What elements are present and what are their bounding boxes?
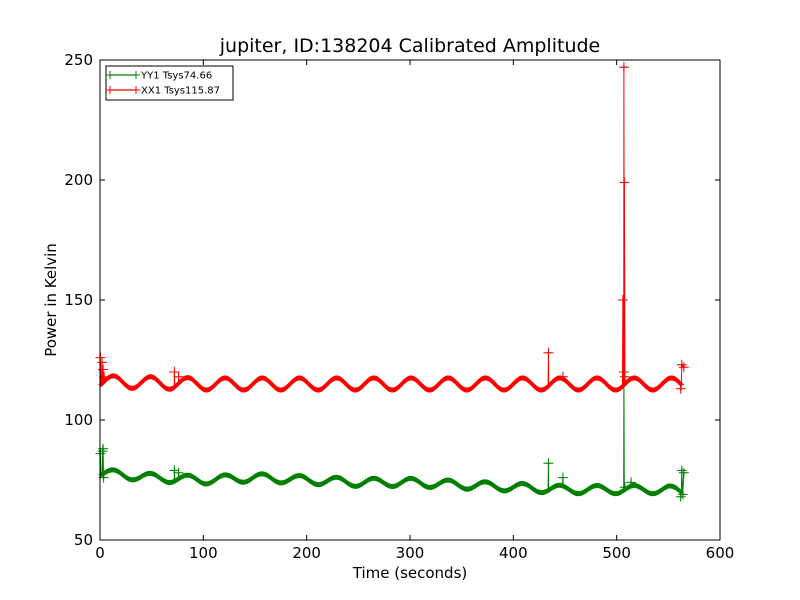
y-tick-label: 200 bbox=[64, 171, 93, 189]
series-outlier-markers-xx1 bbox=[95, 62, 689, 394]
legend-label-xx1: XX1 Tsys115.87 bbox=[141, 86, 220, 97]
x-tick-label: 400 bbox=[499, 544, 528, 562]
legend-label-yy1: YY1 Tsys74.66 bbox=[140, 71, 212, 82]
legend-marker-yy1 bbox=[106, 71, 140, 79]
legend: YY1 Tsys74.66 XX1 Tsys115.87 bbox=[105, 65, 234, 101]
x-tick-label: 600 bbox=[706, 544, 735, 562]
series-markers-xx1 bbox=[98, 64, 687, 393]
legend-frame bbox=[105, 65, 234, 101]
series-line-xx1 bbox=[100, 67, 685, 391]
series-outlier-markers-yy1 bbox=[95, 367, 689, 502]
x-tick-label: 100 bbox=[189, 544, 218, 562]
x-tick-label: 500 bbox=[602, 544, 631, 562]
plot-layer bbox=[95, 62, 689, 502]
ticks-layer: 0 100 200 300 400 500 600 50 100 150 200 250 bbox=[64, 51, 734, 562]
x-tick-label: 200 bbox=[292, 544, 321, 562]
x-tick-label: 300 bbox=[396, 544, 425, 562]
y-tick-label: 150 bbox=[64, 291, 93, 309]
y-tick-label: 50 bbox=[74, 531, 93, 549]
chart-title: jupiter, ID:138204 Calibrated Amplitude bbox=[219, 35, 600, 57]
legend-marker-plus bbox=[106, 71, 140, 79]
x-tick-label: 0 bbox=[95, 544, 105, 562]
legend-marker-xx1 bbox=[106, 86, 140, 94]
y-tick-label: 250 bbox=[64, 51, 93, 69]
legend-marker-plus bbox=[106, 86, 140, 94]
x-axis-label: Time (seconds) bbox=[352, 564, 468, 582]
y-axis-label: Power in Kelvin bbox=[42, 243, 60, 357]
y-tick-label: 100 bbox=[64, 411, 93, 429]
